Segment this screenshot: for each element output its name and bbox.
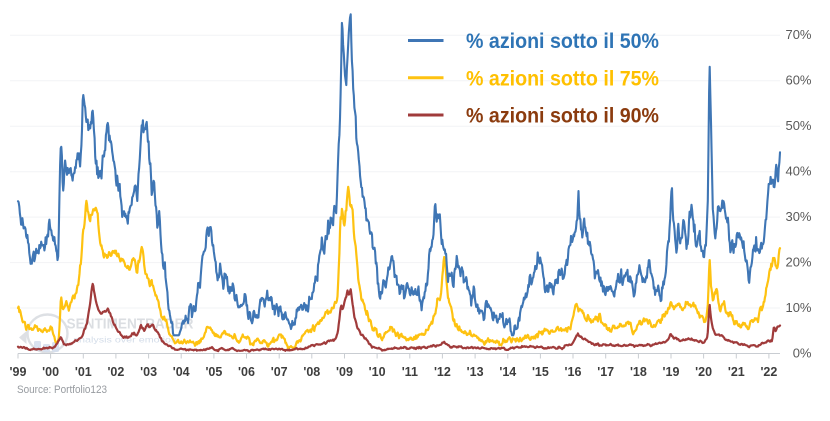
svg-text:'21: '21 [728,365,745,379]
svg-text:'17: '17 [597,365,614,379]
svg-text:'99: '99 [10,365,27,379]
svg-text:Source: Portfolio123: Source: Portfolio123 [17,384,107,396]
svg-text:'05: '05 [205,365,222,379]
svg-text:'12: '12 [434,365,451,379]
svg-text:% azioni sotto il 90%: % azioni sotto il 90% [466,104,659,128]
svg-text:'15: '15 [532,365,549,379]
svg-text:'18: '18 [630,365,647,379]
svg-text:'10: '10 [369,365,386,379]
svg-text:10%: 10% [785,300,811,315]
svg-text:'03: '03 [140,365,157,379]
svg-text:0%: 0% [793,345,812,360]
svg-text:60%: 60% [785,73,811,88]
svg-text:'08: '08 [303,365,320,379]
svg-text:'02: '02 [107,365,124,379]
svg-text:analysis over emotion: analysis over emotion [73,335,177,345]
svg-text:'00: '00 [42,365,59,379]
svg-text:'09: '09 [336,365,353,379]
svg-text:'14: '14 [499,365,516,379]
svg-text:'06: '06 [238,365,255,379]
svg-text:% azioni sotto il 50%: % azioni sotto il 50% [466,29,659,53]
svg-text:SENTIMENTRADER: SENTIMENTRADER [67,316,194,333]
svg-text:'04: '04 [173,365,190,379]
svg-text:50%: 50% [785,118,811,133]
svg-text:30%: 30% [785,209,811,224]
svg-text:20%: 20% [785,254,811,269]
svg-text:70%: 70% [785,27,811,42]
svg-text:'07: '07 [271,365,288,379]
svg-text:'13: '13 [467,365,484,379]
svg-text:'01: '01 [75,365,92,379]
svg-text:'20: '20 [695,365,712,379]
svg-text:'22: '22 [760,365,777,379]
svg-text:'19: '19 [663,365,680,379]
svg-text:% azioni sotto il 75%: % azioni sotto il 75% [466,66,659,90]
svg-text:40%: 40% [785,164,811,179]
svg-text:'16: '16 [565,365,582,379]
svg-text:'11: '11 [402,365,418,379]
